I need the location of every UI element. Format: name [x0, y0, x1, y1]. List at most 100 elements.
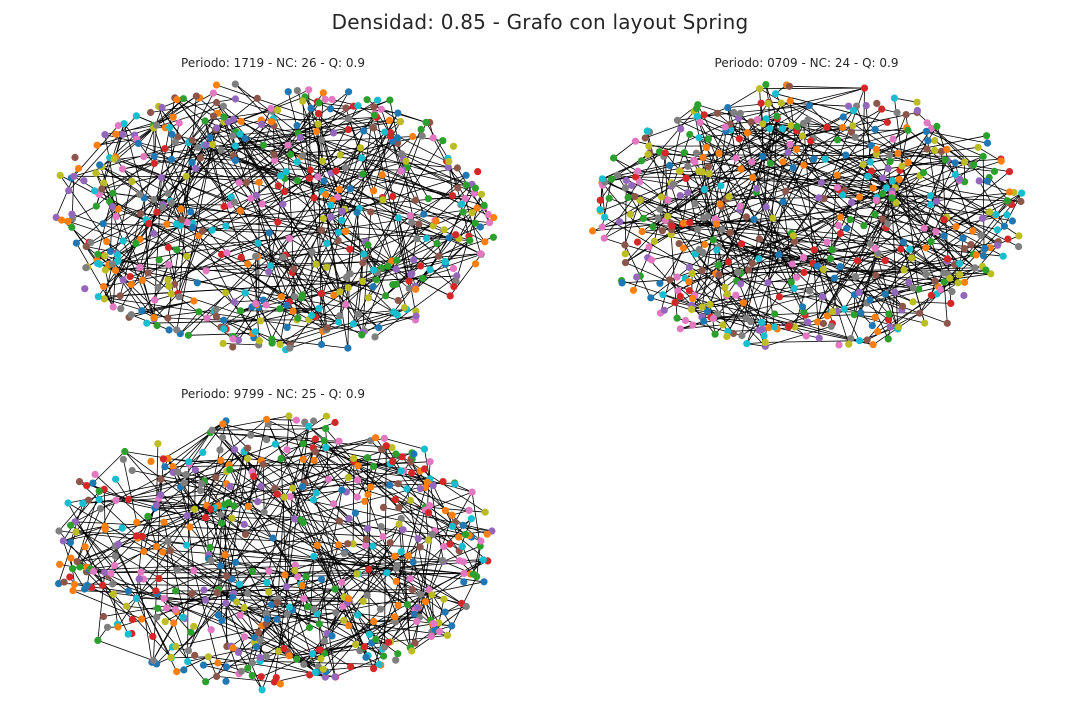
graph-node [94, 250, 102, 258]
graph-node [742, 314, 750, 322]
graph-node [775, 293, 784, 301]
graph-edge [240, 551, 402, 616]
nodes [589, 81, 1026, 350]
graph-node [240, 604, 248, 612]
graph-node [167, 653, 175, 661]
graph-node [416, 485, 424, 493]
graph-edge [235, 83, 272, 122]
graph-node [335, 185, 343, 193]
graph-node [384, 638, 393, 646]
graph-node [277, 172, 285, 180]
graph-node [886, 151, 894, 159]
graph-node [370, 103, 378, 111]
graph-node [370, 266, 378, 274]
graph-node [213, 98, 221, 107]
graph-edge [311, 238, 418, 316]
graph-edge [178, 231, 203, 297]
graph-node [993, 226, 1002, 234]
graph-edge [158, 490, 201, 499]
graph-node [703, 307, 711, 315]
graph-edge [140, 163, 155, 214]
graph-edge [142, 451, 316, 537]
graph-edge [369, 623, 434, 635]
graph-node [171, 138, 179, 146]
graph-edge [210, 508, 246, 535]
graph-edge [103, 181, 133, 299]
graph-node [201, 596, 210, 604]
graph-edge [162, 551, 178, 571]
graph-node [101, 266, 109, 274]
graph-node [284, 88, 292, 96]
graph-edge [153, 479, 162, 661]
graph-node [236, 130, 244, 138]
graph-node [71, 580, 79, 589]
graph-edge [115, 156, 366, 257]
graph-node [68, 223, 76, 231]
graph-edge [443, 545, 481, 562]
graph-node [219, 420, 227, 428]
graph-node [100, 282, 108, 291]
graph-edge [384, 445, 387, 648]
graph-node [849, 122, 857, 130]
graph-node [986, 244, 994, 252]
graph-node [331, 673, 339, 681]
graph-node [866, 158, 874, 166]
graph-node [189, 223, 197, 231]
graph-edge [750, 121, 860, 341]
graph-node [138, 532, 146, 541]
graph-node [262, 609, 270, 618]
graph-node [223, 249, 231, 257]
graph-edge [137, 507, 156, 539]
graph-node [369, 542, 377, 550]
graph-node [287, 150, 295, 159]
graph-edge [247, 458, 430, 480]
graph-node [468, 488, 476, 496]
graph-node [452, 231, 460, 239]
graph-edge [275, 443, 374, 547]
graph-node [298, 582, 306, 590]
graph-node [636, 196, 644, 204]
graph-node [871, 210, 879, 219]
graph-edge [188, 429, 213, 465]
graph-node [403, 601, 411, 609]
graph-node [241, 633, 249, 641]
graph-edge [759, 87, 865, 90]
graph-edge [651, 249, 700, 261]
graph-node [762, 203, 770, 211]
graph-edge [717, 112, 871, 245]
graph-edge [174, 117, 377, 285]
graph-node [451, 480, 459, 488]
graph-node [777, 99, 785, 107]
graph-node [336, 288, 344, 296]
graph-edge [323, 218, 382, 269]
graph-node [833, 183, 841, 192]
graph-node [460, 578, 468, 586]
graph-node [345, 88, 353, 96]
graph-edge [790, 100, 843, 128]
graph-edge [362, 141, 393, 175]
graph-node [255, 629, 263, 637]
graph-node [332, 167, 340, 175]
graph-node [370, 665, 378, 673]
graph-edge [785, 128, 932, 192]
graph-node [67, 521, 75, 529]
graph-node [656, 279, 664, 287]
graph-node [853, 257, 862, 265]
graph-edge [625, 222, 691, 263]
graph-node [212, 312, 220, 320]
graph-node [694, 225, 702, 233]
graph-node [659, 291, 667, 299]
graph-node [711, 330, 719, 338]
graph-node [293, 158, 301, 166]
graph-node [700, 111, 708, 119]
graph-node [361, 541, 370, 549]
graph-edge [271, 338, 348, 349]
graph-edge [408, 268, 454, 282]
graph-node [462, 171, 470, 179]
graph-node [334, 237, 342, 245]
graph-node [192, 92, 200, 100]
graph-edge [853, 254, 879, 315]
graph-node [709, 236, 717, 244]
graph-node [254, 498, 262, 506]
graph-node [654, 214, 662, 222]
